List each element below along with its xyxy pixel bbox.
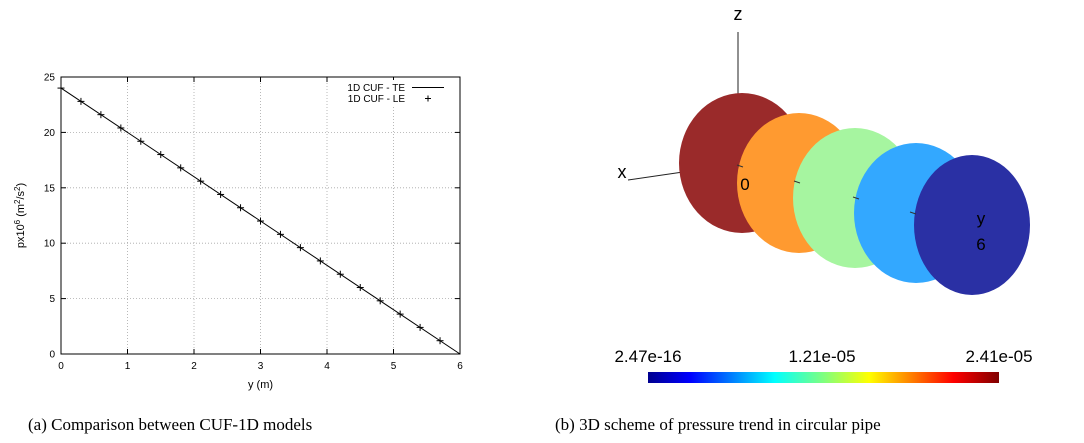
pipe-3d-panel-b: z x 0 y 6 2.47e-16 1.21e-05 2.41e-05 (b)… (555, 4, 1033, 434)
series-point-le (316, 257, 324, 265)
y-axis-label-unit-exp2: 2 (13, 186, 22, 191)
series-point-le (396, 310, 404, 318)
series-layer (57, 84, 461, 355)
y-tick-label: 25 (44, 73, 56, 84)
series-point-le (356, 284, 364, 292)
y-axis-label: px106 (m2/s2) (13, 183, 27, 248)
y-axis-label-exp: 6 (13, 219, 22, 224)
series-point-le (197, 177, 205, 185)
x-tick-label: 4 (324, 361, 330, 372)
series-point-le (137, 137, 145, 145)
colorbar-mid-label: 1.21e-05 (788, 347, 855, 366)
pipe-section-disk-5 (914, 155, 1030, 295)
caption-b: (b) 3D scheme of pressure trend in circu… (555, 415, 881, 434)
y-tick-label: 5 (49, 294, 55, 305)
series-point-le (57, 84, 65, 92)
colorbar (648, 372, 999, 383)
series-point-le (276, 230, 284, 238)
caption-a: (a) Comparison between CUF-1D models (28, 415, 312, 434)
series-point-le (376, 297, 384, 305)
pipe-axis-ticks (736, 164, 917, 215)
x-tick-label: 6 (457, 361, 463, 372)
series-point-le (416, 323, 424, 331)
x-tick-label: 3 (258, 361, 264, 372)
y-tick-label: 20 (44, 128, 56, 139)
legend-swatch-le (425, 95, 431, 102)
legend-label-te: 1D CUF - TE (347, 83, 405, 94)
y-axis-label-unit-close: ) (15, 183, 27, 187)
series-point-le (177, 164, 185, 172)
pipe-start-label: 0 (740, 175, 749, 194)
x-axis-label-3d: x (618, 162, 627, 182)
x-tick-label: 2 (191, 361, 197, 372)
x-tick-label: 0 (58, 361, 64, 372)
x-tick-label: 1 (125, 361, 131, 372)
series-point-le (237, 204, 245, 212)
pipe-end-label: 6 (976, 235, 985, 254)
x-axis-label: y (m) (248, 379, 273, 391)
series-point-le (157, 151, 165, 159)
legend-label-le: 1D CUF - LE (348, 94, 406, 105)
axis-ticks: 0 1 2 3 4 5 6 0 5 10 15 20 25 (44, 73, 463, 373)
y-tick-label: 15 (44, 183, 56, 194)
series-point-le (77, 97, 85, 105)
x-axis-line-3d (627, 171, 684, 181)
y-axis-label-unit-mid: /s (15, 190, 27, 199)
series-point-le (257, 217, 264, 225)
y-axis-label-3d: y (977, 209, 986, 228)
colorbar-min-label: 2.47e-16 (614, 347, 681, 366)
series-point-le (97, 111, 105, 119)
colorbar-max-label: 2.41e-05 (965, 347, 1032, 366)
y-tick-label: 0 (49, 350, 55, 361)
series-point-le (117, 124, 125, 132)
series-point-le (296, 244, 304, 252)
y-tick-label: 10 (44, 239, 56, 250)
y-axis-label-unit-open: (m (15, 204, 27, 220)
series-point-le (336, 270, 344, 278)
legend-background (335, 80, 457, 106)
y-axis-label-unit-exp1: 2 (13, 199, 22, 204)
legend: 1D CUF - TE 1D CUF - LE (335, 80, 457, 106)
z-axis-label: z (734, 4, 743, 24)
series-point-le (217, 190, 225, 198)
x-tick-label: 5 (391, 361, 397, 372)
series-point-le (436, 337, 444, 345)
y-axis-label-base: px10 (15, 224, 27, 248)
